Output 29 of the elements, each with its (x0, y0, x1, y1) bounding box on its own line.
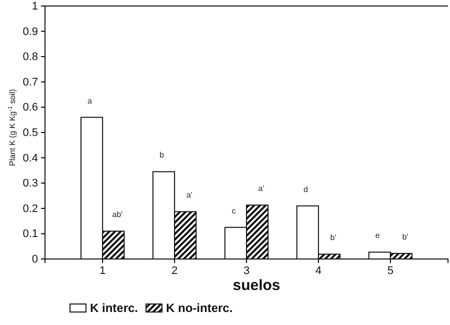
x-axis-title: suelos (232, 277, 280, 294)
annotation: a (88, 96, 93, 106)
x-tick-label: 2 (171, 264, 178, 277)
legend-label: K no-interc. (166, 301, 233, 315)
y-tick-label: 0.7 (22, 76, 38, 88)
y-tick-label: 1 (32, 0, 38, 13)
x-tick-label: 1 (100, 264, 106, 277)
y-tick-label: 0.3 (22, 178, 38, 190)
annotation: c (232, 206, 236, 216)
legend-label: K interc. (90, 301, 138, 315)
y-tick-label: 0.2 (22, 202, 38, 215)
annotation: b' (402, 232, 409, 242)
y-tick-label: 0.4 (22, 152, 38, 164)
x-tick-label: 5 (387, 264, 394, 277)
annotation: ab' (112, 210, 124, 220)
annotation: a' (186, 190, 193, 200)
y-tick-label: 0.1 (22, 228, 38, 240)
y-tick-label: 0 (32, 254, 38, 266)
annotation: b' (330, 233, 337, 242)
annotation: a' (258, 184, 265, 194)
annotation: e (375, 231, 380, 240)
annotation: d (303, 184, 308, 194)
annotation: b (160, 150, 165, 160)
y-tick-label: 0.5 (22, 127, 38, 140)
y-tick-label: 0.6 (22, 102, 38, 114)
y-tick-label: 0.8 (22, 51, 38, 64)
x-tick-label: 3 (243, 264, 250, 277)
x-tick-label: 4 (315, 264, 322, 277)
y-tick-label: 0.9 (22, 26, 38, 38)
